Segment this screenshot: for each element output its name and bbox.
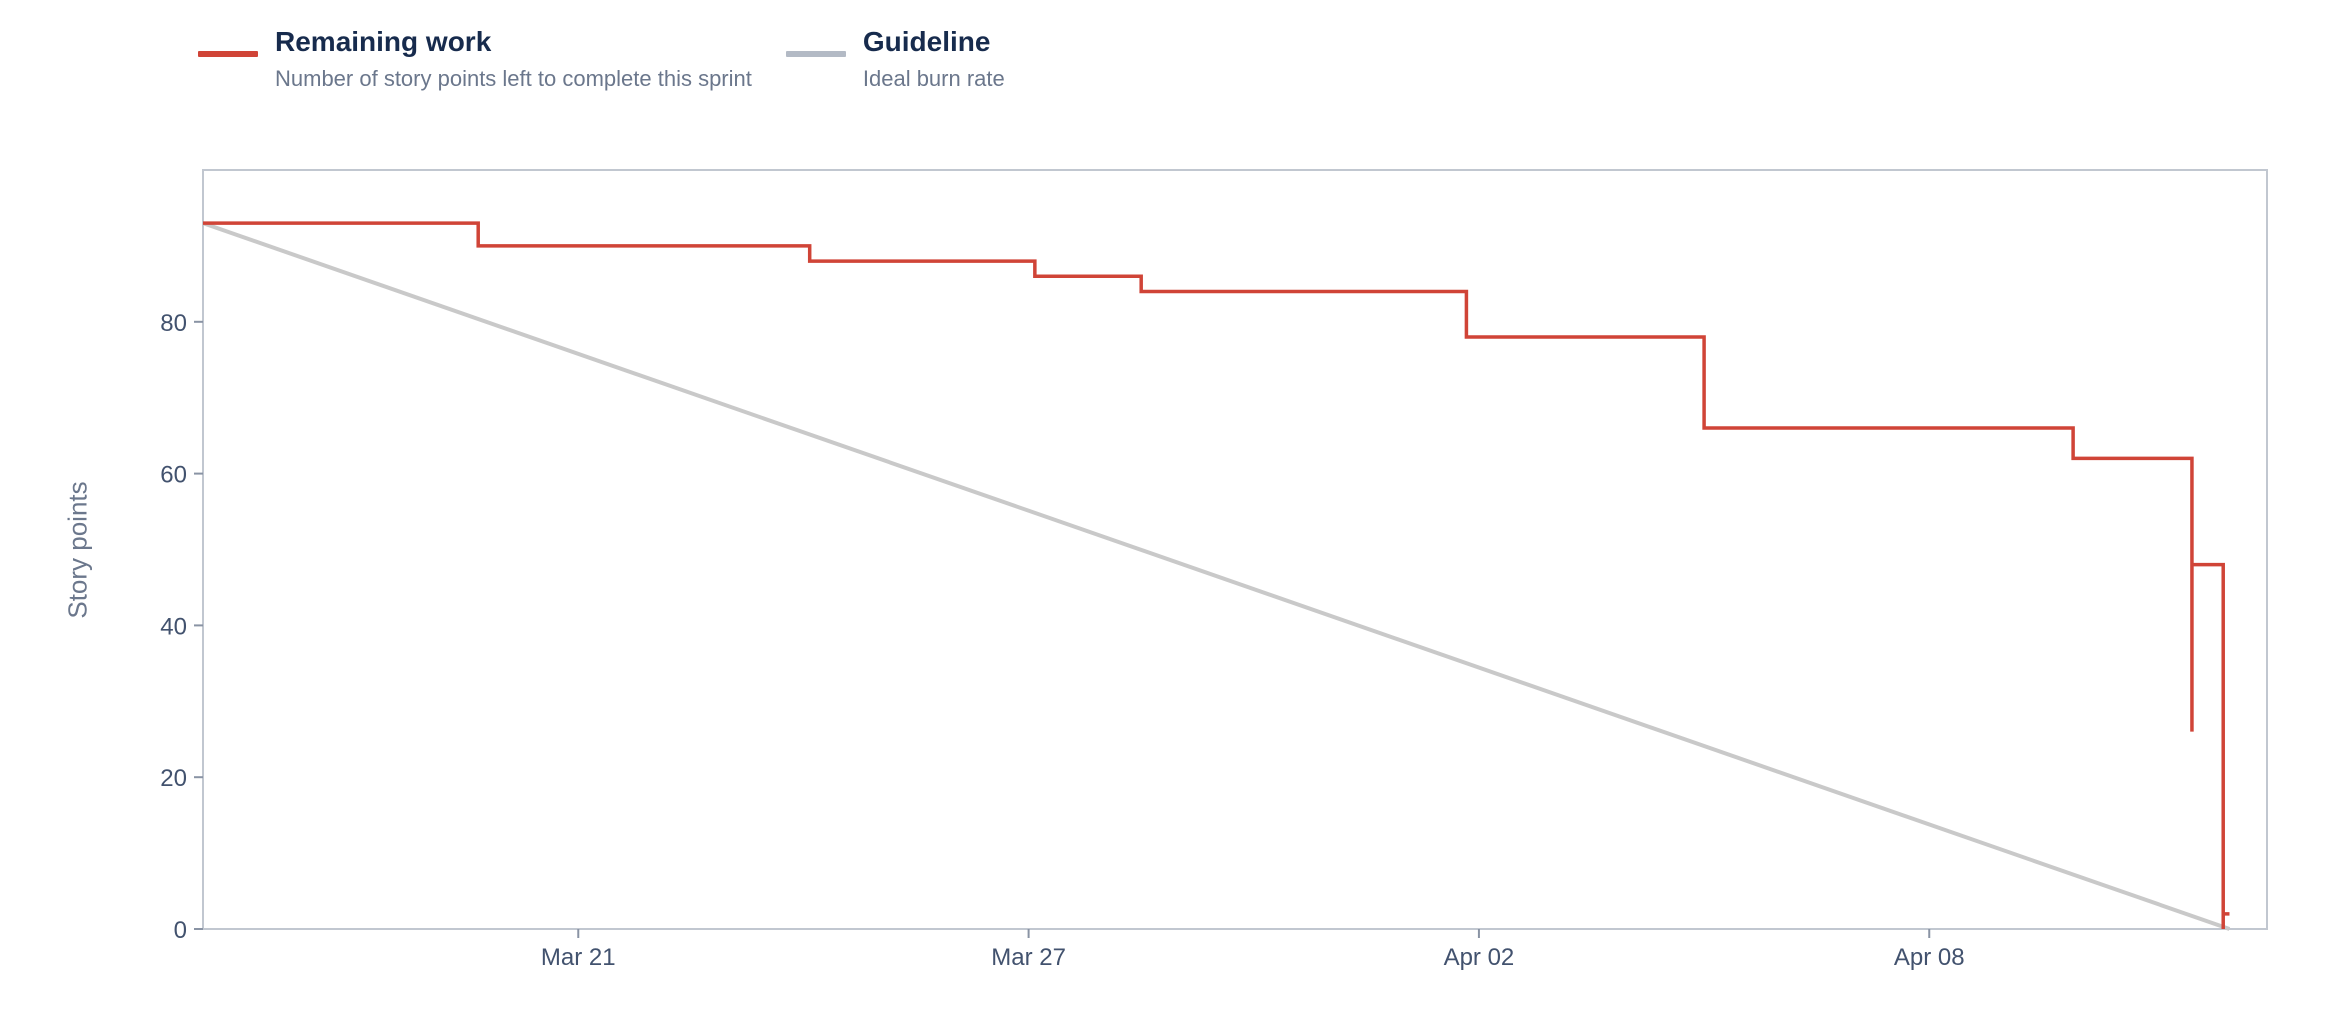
legend-item-guideline[interactable]: Guideline Ideal burn rate [785,22,1005,96]
legend-description: Number of story points left to complete … [275,66,752,91]
x-tick-label: Apr 02 [1444,944,1515,971]
x-tick-label: Apr 08 [1894,944,1965,971]
x-tick-label: Mar 21 [541,944,616,971]
legend-title: Guideline [862,26,991,57]
guideline-series-line [202,221,2231,931]
legend-swatch-remaining-work [198,51,258,57]
remaining-work-series-line[interactable] [203,221,2230,929]
y-tick-label: 40 [160,613,187,640]
x-tick-label: Mar 27 [991,944,1066,971]
legend-title: Remaining work [275,26,492,57]
legend-item-remaining-work[interactable]: Remaining work Number of story points le… [198,22,752,96]
y-tick-label: 20 [160,765,187,792]
plot-area-frame [202,169,2268,930]
legend-swatch-guideline [785,51,846,57]
y-tick-label: 60 [160,462,187,489]
y-tick-label: 80 [160,310,187,337]
y-tick-label: 0 [174,917,187,944]
chart-legend: Remaining work Number of story points le… [198,22,1005,96]
legend-description: Ideal burn rate [862,66,1005,91]
